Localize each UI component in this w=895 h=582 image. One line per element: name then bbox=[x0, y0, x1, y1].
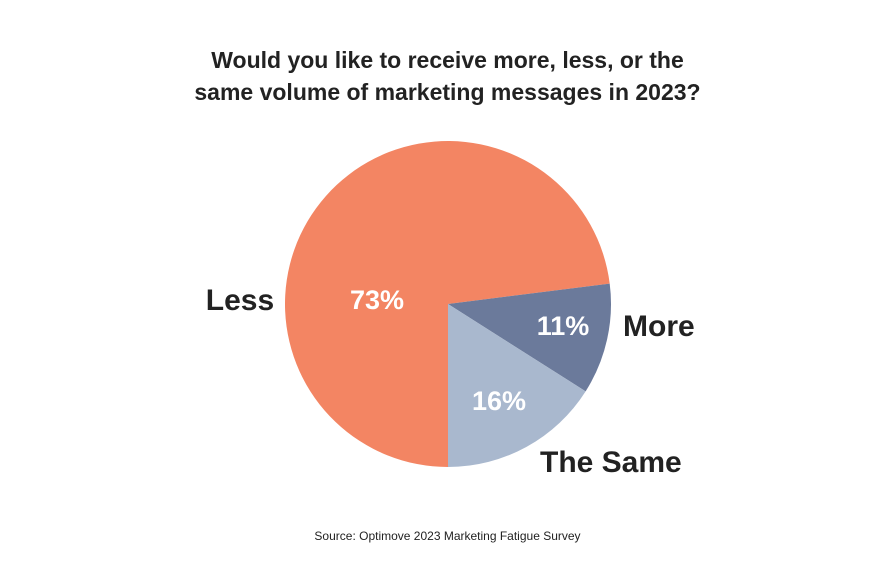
chart-title: Would you like to receive more, less, or… bbox=[0, 44, 895, 108]
chart-title-line-1: Would you like to receive more, less, or… bbox=[211, 47, 684, 73]
pie-slice-less bbox=[284, 141, 610, 467]
pie-slice-more bbox=[448, 283, 611, 392]
value-label-the-same: 16% bbox=[472, 386, 526, 416]
category-label-more: More bbox=[623, 310, 695, 343]
value-label-less: 73% bbox=[350, 285, 404, 315]
chart-title-line-2: same volume of marketing messages in 202… bbox=[194, 79, 701, 105]
value-label-more: 11% bbox=[537, 311, 590, 341]
category-label-the-same: The Same bbox=[540, 446, 682, 479]
category-label-less: Less bbox=[206, 284, 274, 317]
pie-labels: 73% Less 11% More 16% The Same bbox=[206, 284, 695, 479]
source-note: Source: Optimove 2023 Marketing Fatigue … bbox=[314, 529, 581, 543]
pie-slices bbox=[284, 141, 611, 467]
pie-slice-the-same bbox=[448, 304, 586, 467]
